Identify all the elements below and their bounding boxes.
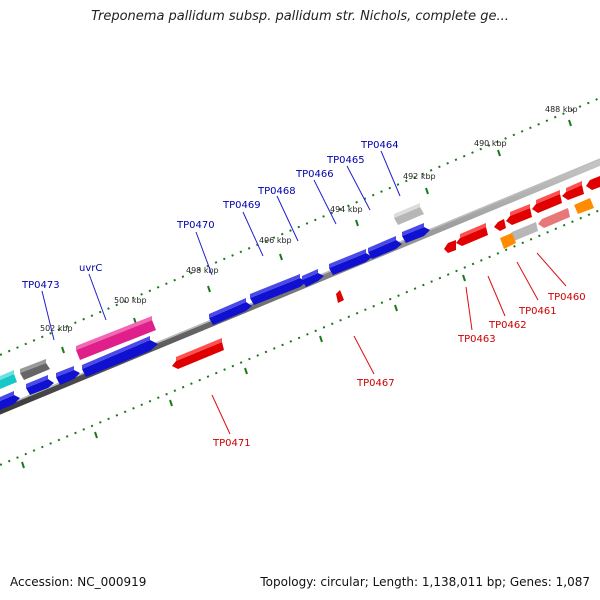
gene-label[interactable]: TP0464 (360, 140, 399, 151)
tick-label: 498 kbp (186, 266, 219, 275)
tick-label: 496 kbp (259, 236, 292, 245)
gene-label[interactable]: TP0462 (488, 320, 527, 331)
forward-genes (0, 203, 430, 410)
forward-ruler (0, 97, 600, 356)
reverse-leaders (211, 252, 567, 435)
tick-label: 500 kbp (114, 296, 147, 305)
gene-label[interactable]: TP0461 (518, 306, 557, 317)
gene-feature[interactable] (172, 342, 224, 369)
gene-feature[interactable] (394, 207, 424, 225)
map-title: Treponema pallidum subsp. pallidum str. … (91, 9, 509, 24)
gene-feature[interactable] (494, 219, 506, 231)
gene-feature[interactable] (56, 370, 80, 385)
reverse-genes (172, 176, 600, 369)
gene-label[interactable]: TP0469 (222, 200, 261, 211)
gene-feature[interactable] (209, 302, 252, 325)
gene-label[interactable]: TP0466 (295, 169, 334, 180)
gene-feature[interactable] (250, 278, 306, 305)
gene-feature[interactable] (456, 227, 488, 246)
gene-feature[interactable] (0, 374, 17, 389)
tick-label: 494 kbp (330, 205, 363, 214)
gene-feature[interactable] (20, 363, 50, 380)
gene-feature[interactable] (538, 208, 570, 228)
gene-feature[interactable] (506, 208, 532, 225)
gene-feature[interactable] (329, 253, 372, 275)
gene-feature[interactable] (444, 240, 456, 253)
reverse-gene-labels: TP0460 TP0461 TP0462 TP0463 TP0467 TP047… (212, 292, 586, 449)
gene-feature[interactable] (586, 176, 600, 190)
major-ticks (21, 119, 572, 469)
gene-feature[interactable] (336, 290, 344, 303)
topology-summary: Topology: circular; Length: 1,138,011 bp… (260, 575, 590, 589)
tick-label: 490 kbp (474, 139, 507, 148)
gene-label[interactable]: TP0468 (257, 186, 296, 197)
reverse-ruler (0, 209, 600, 466)
gene-feature[interactable] (368, 240, 402, 259)
gene-feature[interactable] (0, 395, 20, 410)
gene-feature[interactable] (402, 227, 430, 243)
gene-label[interactable]: TP0463 (457, 334, 496, 345)
gene-feature[interactable] (500, 233, 516, 249)
gene-feature[interactable] (76, 320, 156, 360)
gene-label[interactable]: uvrC (79, 263, 102, 274)
gene-label[interactable]: TP0467 (356, 378, 395, 389)
gene-feature[interactable] (302, 273, 324, 287)
accession-text: Accession: NC_000919 (10, 575, 147, 589)
gene-label[interactable]: TP0473 (21, 280, 60, 291)
gene-feature[interactable] (574, 198, 594, 214)
tick-labels: 488 kbp 490 kbp 492 kbp 494 kbp 496 kbp … (40, 105, 578, 333)
forward-leaders (41, 150, 401, 341)
gene-label[interactable]: TP0470 (176, 220, 215, 231)
gene-label[interactable]: TP0471 (212, 438, 251, 449)
gene-feature[interactable] (82, 340, 158, 377)
tick-label: 488 kbp (545, 105, 578, 114)
tick-label: 502 kbp (40, 324, 73, 333)
gene-label[interactable]: TP0465 (326, 155, 365, 166)
gene-feature[interactable] (26, 379, 54, 395)
forward-gene-labels: TP0464 TP0465 TP0466 TP0468 TP0469 TP047… (21, 140, 399, 291)
gene-feature[interactable] (562, 185, 584, 200)
gene-label[interactable]: TP0460 (547, 292, 586, 303)
gene-feature[interactable] (508, 222, 538, 241)
gene-feature[interactable] (532, 194, 562, 213)
tick-label: 492 kbp (403, 172, 436, 181)
